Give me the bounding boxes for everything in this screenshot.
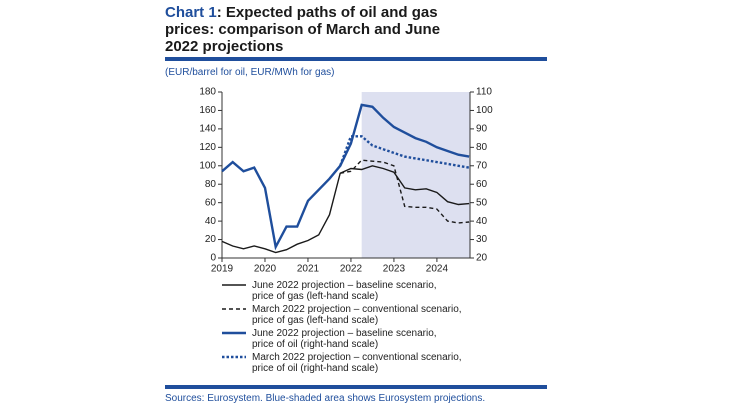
y-tick-label: 40 — [205, 216, 217, 227]
y-tick-label: 60 — [205, 197, 217, 208]
chart-title-text: : Expected paths of oil and gas prices: … — [165, 4, 441, 55]
source-note: Sources: Eurosystem. Blue-shaded area sh… — [165, 393, 486, 404]
series-line — [339, 135, 470, 169]
chart-label: Chart 1 — [165, 4, 217, 21]
y2-tick-label: 40 — [476, 216, 488, 227]
x-tick-label: 2019 — [211, 264, 234, 275]
y-tick-label: 180 — [199, 87, 216, 98]
y-tick-label: 0 — [210, 253, 216, 264]
x-tick-label: 2022 — [340, 264, 363, 275]
legend-label: March 2022 projection – conventional sce… — [252, 352, 462, 374]
rule — [165, 385, 547, 389]
y2-tick-label: 20 — [476, 253, 488, 264]
y-tick-label: 100 — [199, 160, 216, 171]
y2-tick-label: 70 — [476, 160, 488, 171]
unit-note: (EUR/barrel for oil, EUR/MWh for gas) — [165, 67, 335, 78]
y2-tick-label: 110 — [476, 87, 492, 98]
chart: 0 20 40 60 80 100 120 140 160 180 20 30 40 50 60 70 80 90… — [199, 87, 493, 374]
y2-tick-label: 30 — [476, 234, 488, 245]
legend-label: March 2022 projection – conventional sce… — [252, 304, 462, 326]
legend-label: June 2022 projection – baseline scenario… — [252, 328, 437, 350]
x-tick-label: 2023 — [383, 264, 406, 275]
series-line — [340, 159, 470, 224]
projection-shade — [361, 92, 470, 258]
x-tick-label: 2020 — [254, 264, 277, 275]
y2-tick-label: 80 — [476, 142, 488, 153]
series-line — [221, 103, 470, 251]
y-tick-label: 140 — [199, 124, 216, 135]
rule — [165, 57, 547, 61]
y2-tick-label: 50 — [476, 197, 488, 208]
x-tick-label: 2024 — [426, 264, 449, 275]
y2-tick-label: 60 — [476, 179, 488, 190]
legend-label: June 2022 projection – baseline scenario… — [252, 280, 437, 302]
y-tick-label: 160 — [199, 105, 216, 116]
y2-tick-label: 90 — [476, 124, 488, 135]
y-tick-label: 120 — [199, 142, 216, 153]
y-tick-label: 20 — [205, 234, 217, 245]
y-tick-label: 80 — [205, 179, 217, 190]
y2-tick-label: 100 — [476, 105, 493, 116]
x-tick-label: 2021 — [297, 264, 320, 275]
series-line — [221, 165, 470, 254]
chart-title: Chart 1: Expected paths of oil and gas p… — [165, 4, 465, 55]
